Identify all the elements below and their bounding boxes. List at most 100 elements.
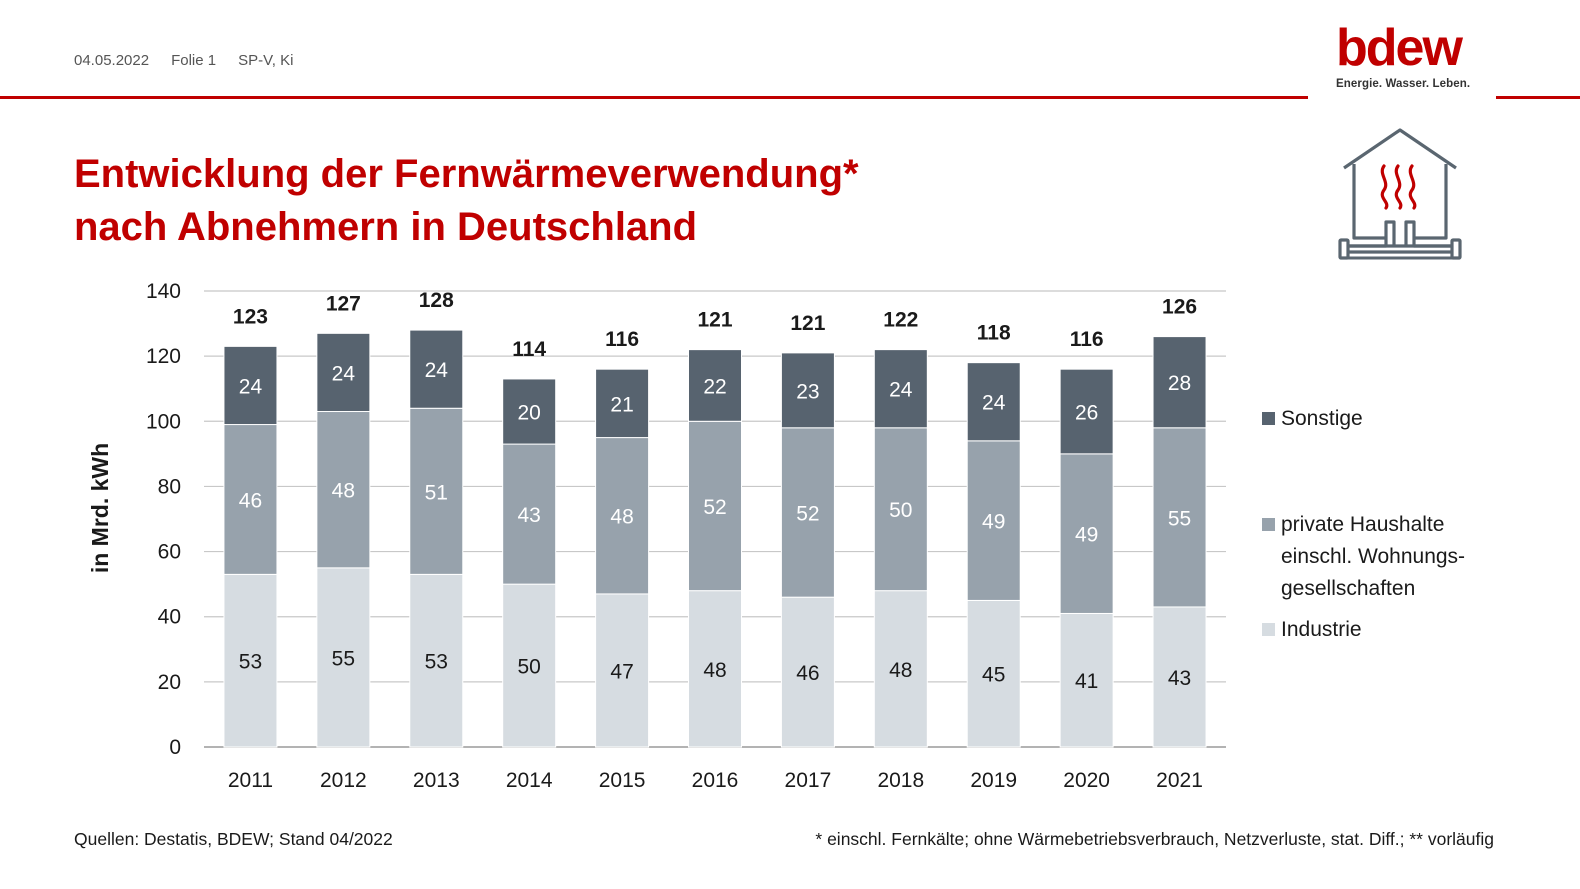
total-label: 118 [977,322,1011,345]
legend-label-haushalte-1: private Haushalte [1281,513,1445,536]
data-label: 21 [610,393,633,416]
data-label: 43 [518,504,541,527]
legend-swatch-sonstige [1262,412,1275,425]
data-label: 53 [425,651,448,674]
y-tick-label: 100 [146,410,181,433]
x-tick-label: 2015 [599,769,646,792]
bar-private-2014 [502,443,557,585]
title-line-2: nach Abnehmern in Deutschland [74,205,698,249]
legend-sonstige: Sonstige [1262,403,1363,435]
legend-haushalte: private Haushalte einschl. Wohnungs- ges… [1262,509,1465,605]
page-title: Entwicklung der Fernwärmeverwendung* nac… [74,148,859,254]
bar-sonstige-2013 [409,329,464,409]
data-label: 24 [889,379,913,402]
data-label: 23 [796,380,819,403]
logo-tagline: Energie. Wasser. Leben. [1336,78,1471,90]
header-rule-left [0,96,1308,99]
bar-sonstige-2020 [1059,368,1114,455]
data-label: 50 [518,656,541,679]
bar-sonstige-2018 [873,349,928,429]
footer-note: * einschl. Fernkälte; ohne Wärmebetriebs… [815,829,1494,849]
bar-industrie-2018 [873,590,928,748]
bar-industrie-2020 [1059,612,1114,748]
data-label: 45 [982,664,1005,687]
total-label: 122 [883,309,918,332]
x-tick-label: 2018 [877,769,924,792]
data-label: 41 [1075,670,1098,693]
slide-author: SP-V, Ki [238,52,294,69]
bar-industrie-2015 [595,593,650,748]
bar-sonstige-2021 [1152,336,1207,429]
x-tick-label: 2016 [692,769,739,792]
bar-private-2018 [873,427,928,592]
slide-number: Folie 1 [171,52,217,69]
total-label: 121 [790,312,825,335]
total-label: 123 [233,305,268,328]
data-label: 24 [982,392,1006,415]
bar-private-2017 [780,427,835,598]
data-label: 52 [703,496,726,519]
data-label: 49 [1075,524,1098,547]
slide-meta: 04.05.2022 Folie 1 SP-V, Ki [74,52,293,69]
footer-sources: Quellen: Destatis, BDEW; Stand 04/2022 [74,829,393,849]
data-label: 48 [610,506,633,529]
slide-date: 04.05.2022 [74,52,150,69]
y-tick-label: 80 [158,475,181,498]
bar-sonstige-2017 [780,352,835,429]
bdew-logo: bdew Energie. Wasser. Leben. [1336,22,1476,90]
data-label: 48 [703,659,726,682]
data-label: 24 [425,359,449,382]
bar-industrie-2014 [502,583,557,748]
data-label: 20 [518,402,541,425]
data-label: 51 [425,481,448,504]
x-tick-label: 2019 [970,769,1017,792]
legend-label-haushalte-2: einschl. Wohnungs- [1281,545,1466,568]
legend-label-industrie: Industrie [1281,618,1362,641]
x-tick-label: 2011 [228,769,273,792]
data-label: 24 [332,362,356,385]
x-tick-label: 2020 [1063,769,1110,792]
data-label: 50 [889,499,912,522]
bar-industrie-2017 [780,596,835,748]
total-label: 116 [605,328,639,351]
legend-industrie: Industrie [1262,614,1362,646]
y-tick-label: 20 [158,671,181,694]
total-label: 116 [1070,328,1104,351]
stacked-bar-chart: 0 20 40 60 80 100 120 140 in Mrd. kWh 53 46 24 123 20… [87,280,1226,792]
legend-swatch-industrie [1262,623,1275,636]
data-label: 48 [889,659,912,682]
bar-sonstige-2014 [502,378,557,445]
total-label: 128 [419,289,454,312]
y-tick-label: 0 [169,736,181,759]
bar-sonstige-2019 [966,362,1021,442]
data-label: 52 [796,502,819,525]
y-axis-label: in Mrd. kWh [87,443,113,573]
x-tick-label: 2014 [506,769,553,792]
bar-private-2015 [595,437,650,595]
data-label: 46 [796,662,819,685]
house-heating-icon [1338,128,1462,260]
bar-industrie-2012 [316,567,371,748]
data-label: 43 [1168,667,1191,690]
title-line-1: Entwicklung der Fernwärmeverwendung* [74,152,859,196]
x-tick-label: 2021 [1156,769,1203,792]
bar-sonstige-2015 [595,368,650,439]
data-label: 53 [239,651,262,674]
data-label: 46 [239,489,262,512]
x-tick-label: 2017 [785,769,832,792]
bar-private-2020 [1059,453,1114,614]
y-tick-label: 140 [146,280,181,303]
bar-private-2019 [966,440,1021,601]
legend-label-haushalte-3: gesellschaften [1281,577,1416,600]
logo-word: bdew [1336,19,1463,77]
total-label: 126 [1162,296,1197,319]
x-tick-label: 2012 [320,769,367,792]
header-rule-right [1496,96,1580,99]
bar-industrie-2021 [1152,606,1207,748]
data-label: 55 [1168,507,1191,530]
total-label: 121 [697,309,732,332]
legend-swatch-haushalte [1262,518,1275,531]
y-tick-label: 120 [146,345,181,368]
bar-industrie-2019 [966,599,1021,748]
y-tick-label: 40 [158,606,181,629]
